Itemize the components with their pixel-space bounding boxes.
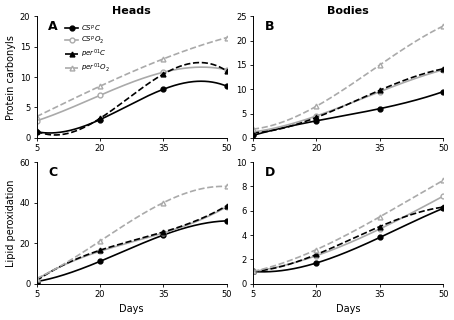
Text: B: B: [264, 20, 274, 33]
Y-axis label: Lipid peroxidation: Lipid peroxidation: [5, 179, 15, 267]
Text: C: C: [48, 166, 57, 179]
Title: Heads: Heads: [112, 5, 151, 16]
Text: D: D: [264, 166, 275, 179]
Y-axis label: Protein carbonyls: Protein carbonyls: [6, 35, 16, 120]
X-axis label: Days: Days: [119, 304, 144, 315]
Legend: $\mathit{CS}^p\mathit{C}$, $\mathit{CS}^p\mathit{O}_2$, $\mathit{per}^{01}\mathi: $\mathit{CS}^p\mathit{C}$, $\mathit{CS}^…: [65, 22, 110, 75]
X-axis label: Days: Days: [336, 304, 360, 315]
Text: A: A: [48, 20, 58, 33]
Title: Bodies: Bodies: [327, 5, 369, 16]
